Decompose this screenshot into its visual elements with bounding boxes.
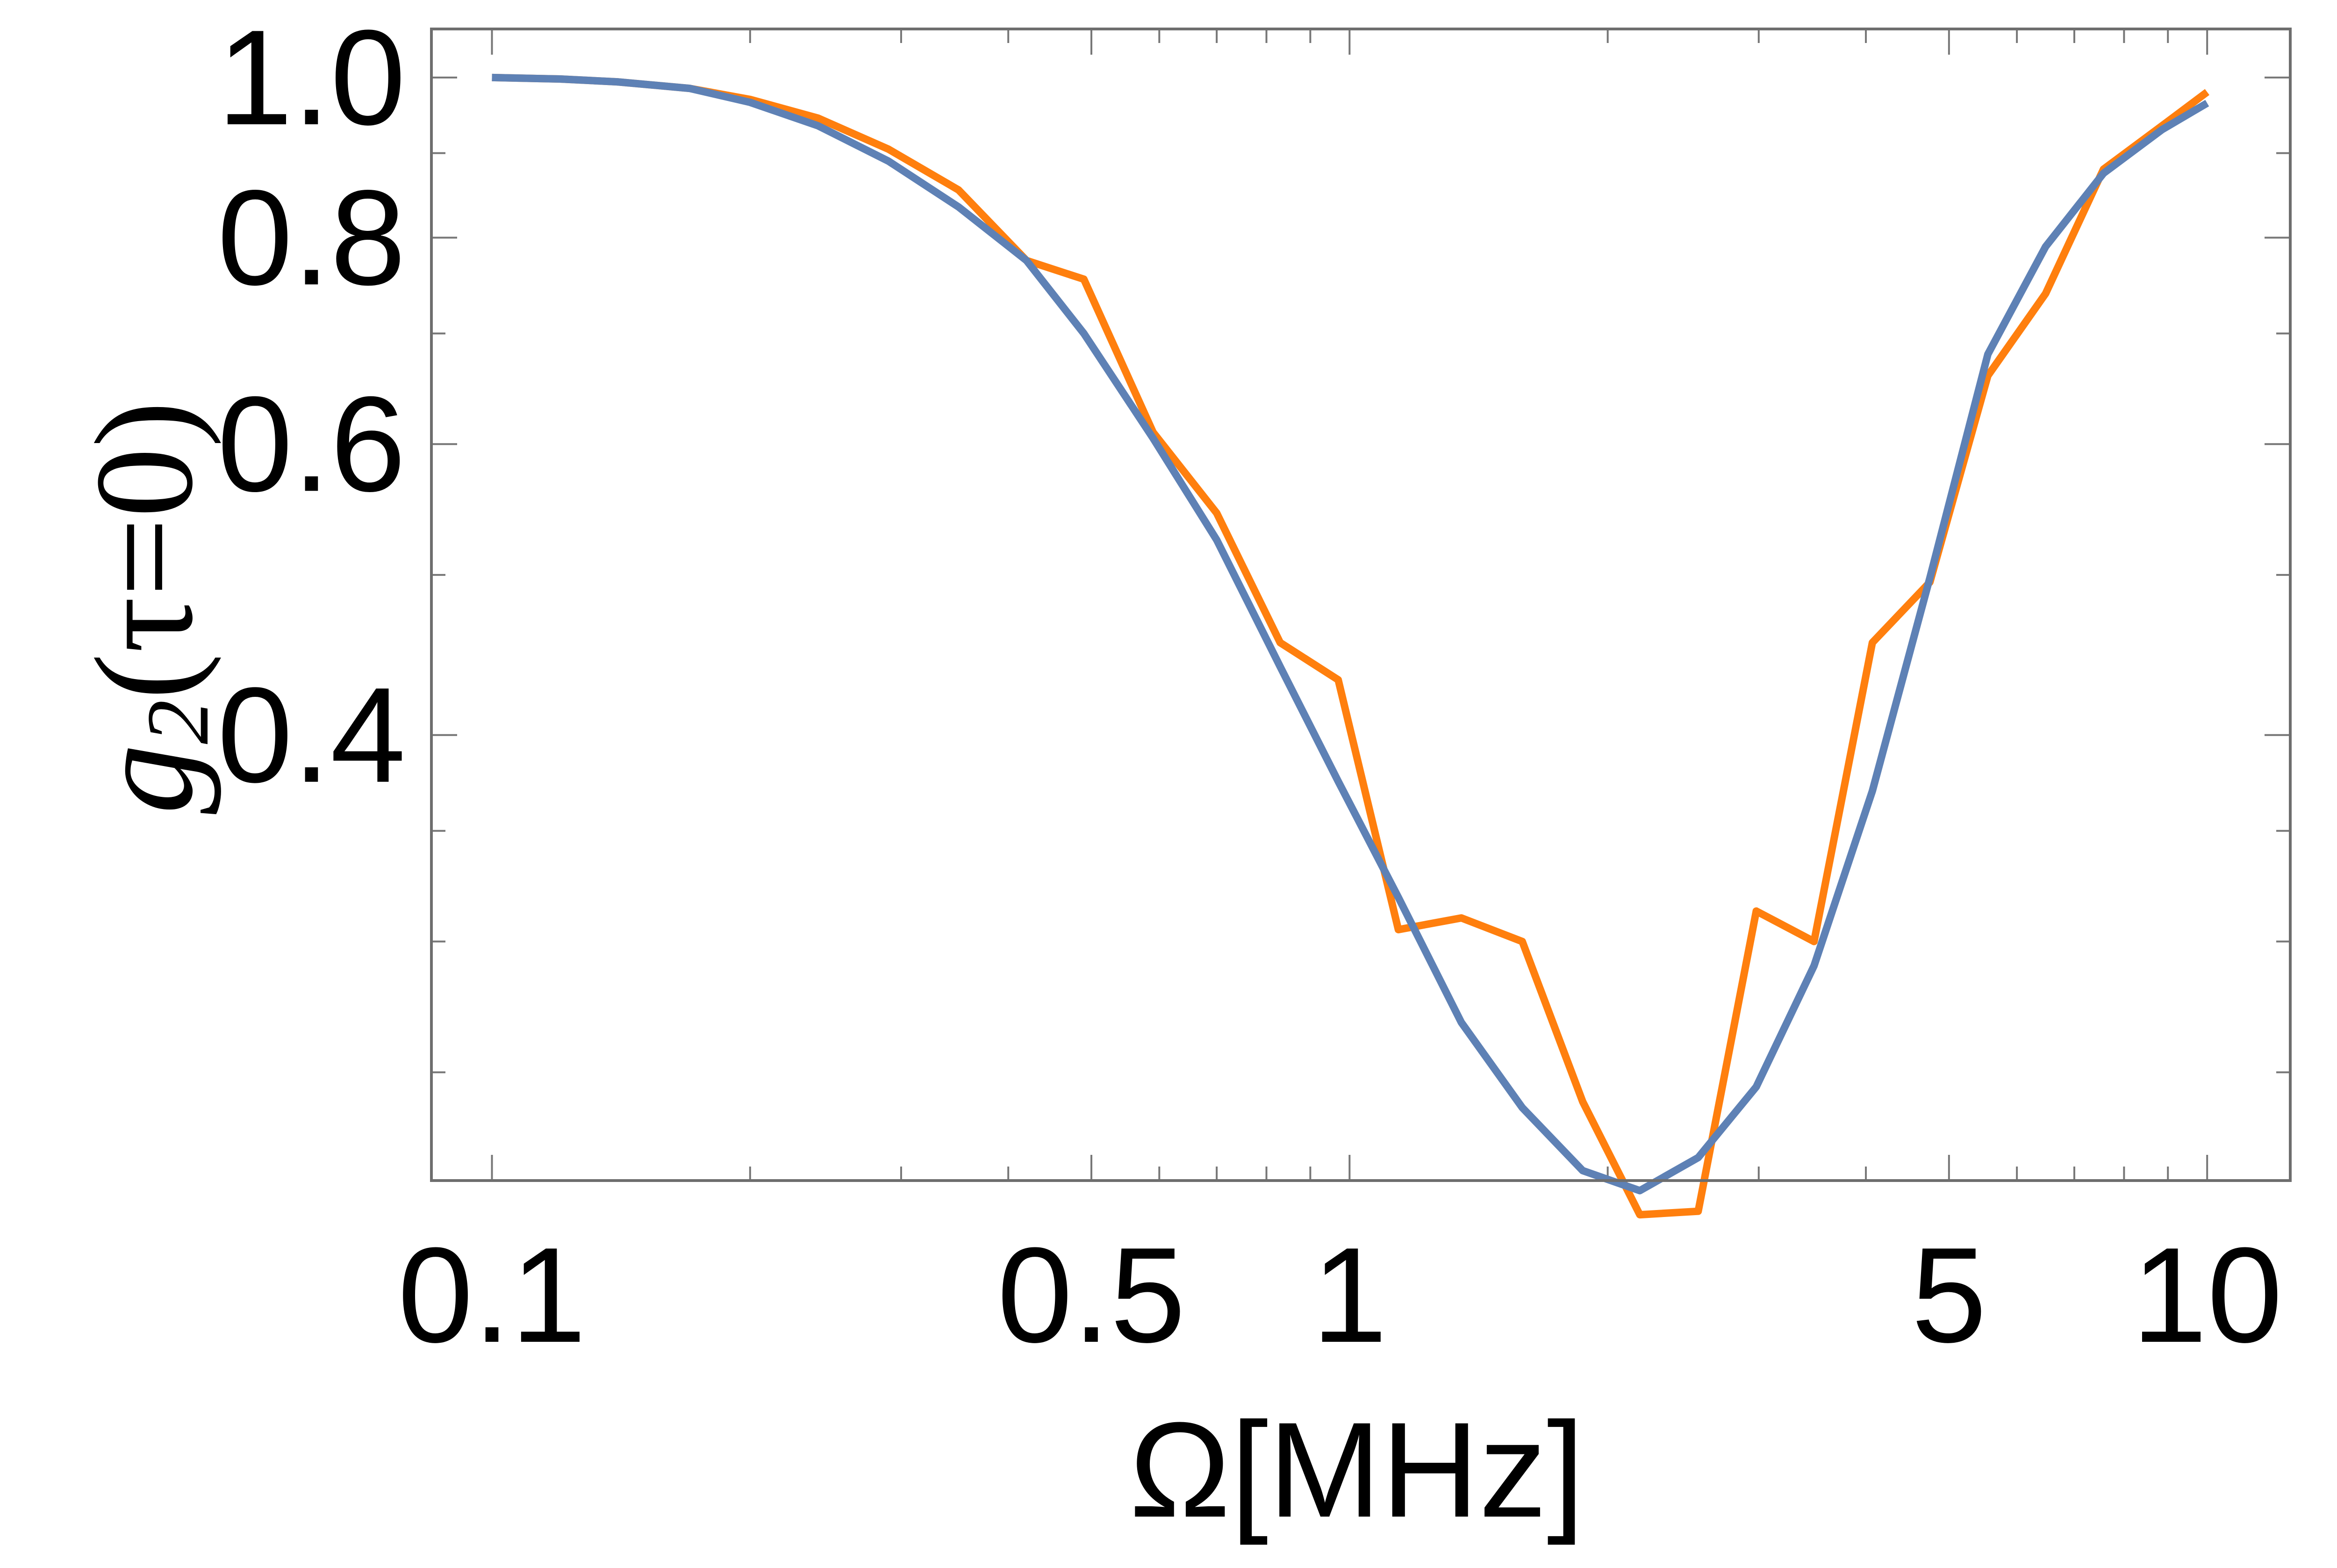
y-tick-label: 0.8 (217, 162, 406, 314)
x-tick-label: 0.5 (997, 1219, 1185, 1371)
y-tick-label: 1.0 (217, 2, 406, 153)
x-axis-title: Ω[MHz] (1129, 1394, 1584, 1546)
x-tick-labels: 0.1 0.5 1 5 10 (398, 1219, 2283, 1371)
y-tick-labels: 0.4 0.6 0.81.0 (217, 2, 406, 811)
x-tick-label: 0.1 (398, 1219, 586, 1371)
y-axis-title-main: g (66, 744, 222, 814)
series-line-2 (492, 73, 2209, 1195)
svg-text:g2(τ=0): g2(τ=0) (66, 401, 227, 815)
y-axis-title-subscript: 2 (129, 700, 227, 744)
plot-frame (430, 28, 2292, 1182)
x-tick-label: 1 (1312, 1219, 1387, 1371)
y-minor-ticks (431, 76, 2290, 1074)
x-tick-label: 10 (2132, 1219, 2283, 1371)
y-tick-label: 0.4 (217, 659, 406, 811)
y-tick-label: 0.6 (217, 368, 406, 520)
y-axis-title-rest: (τ=0) (66, 401, 222, 700)
y-axis-title: g2(τ=0) (66, 401, 227, 815)
x-minor-ticks (491, 29, 2208, 1181)
x-tick-label: 5 (1911, 1219, 1986, 1371)
series-layer (492, 73, 2209, 1219)
series-line-1 (492, 73, 2209, 1219)
